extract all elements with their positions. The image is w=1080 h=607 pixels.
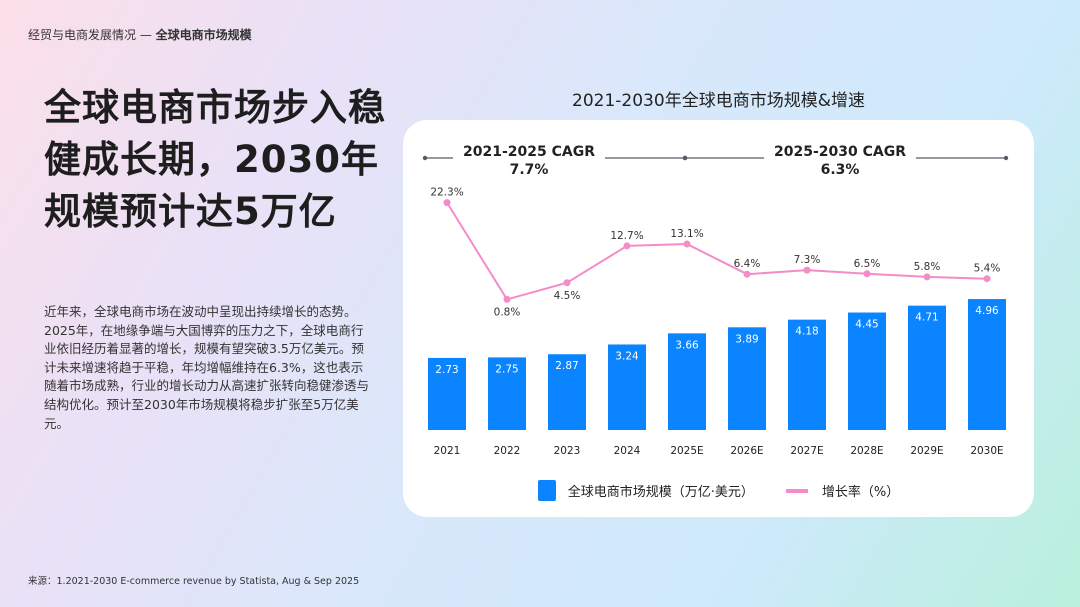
x-tick-label: 2024 bbox=[614, 445, 641, 457]
growth-label: 6.5% bbox=[854, 258, 881, 270]
growth-label: 5.8% bbox=[914, 261, 941, 273]
cagr-bracket-end bbox=[1003, 155, 1009, 161]
growth-label: 4.5% bbox=[554, 290, 581, 302]
cagr-bracket-end bbox=[422, 155, 428, 161]
growth-point bbox=[803, 266, 811, 274]
x-tick-label: 2023 bbox=[554, 445, 581, 457]
bar bbox=[908, 305, 946, 430]
growth-label: 5.4% bbox=[974, 263, 1001, 275]
bar-label: 3.66 bbox=[675, 339, 699, 351]
legend-bar-swatch bbox=[537, 480, 556, 501]
bar bbox=[848, 312, 886, 430]
growth-point bbox=[743, 270, 751, 278]
x-tick-label: 2027E bbox=[790, 445, 823, 457]
bar bbox=[488, 357, 526, 430]
growth-label: 6.4% bbox=[734, 258, 761, 270]
growth-label: 0.8% bbox=[494, 306, 521, 318]
bar-label: 3.89 bbox=[735, 333, 758, 345]
bar-label: 2.87 bbox=[555, 360, 578, 372]
bar-label: 4.71 bbox=[915, 312, 938, 324]
cagr-label: 2021-2025 CAGR bbox=[463, 144, 595, 160]
breadcrumb-section: 经贸与电商发展情况 — bbox=[28, 28, 156, 42]
growth-point bbox=[503, 295, 511, 303]
growth-point bbox=[863, 270, 871, 278]
legend: 全球电商市场规模（万亿·美元） 增长率（%） bbox=[403, 480, 1034, 501]
growth-line bbox=[446, 202, 988, 301]
x-tick-label: 2022 bbox=[494, 445, 521, 457]
chart-title: 2021-2030年全球电商市场规模&增速 bbox=[572, 91, 865, 111]
growth-label: 12.7% bbox=[610, 230, 643, 242]
growth-point bbox=[623, 242, 631, 250]
bar bbox=[788, 319, 826, 430]
bar bbox=[668, 333, 706, 430]
chart: 2021-2025 CAGR 7.7% 2025-2030 CAGR 6.3% 2.73… bbox=[422, 144, 1009, 457]
growth-label: 7.3% bbox=[794, 254, 821, 266]
growth-label: 13.1% bbox=[670, 228, 703, 240]
breadcrumb: 经贸与电商发展情况 — 全球电商市场规模 bbox=[28, 26, 252, 43]
x-tick-label: 2021 bbox=[434, 445, 461, 457]
page-title: 全球电商市场步入稳健成长期，2030年规模预计达5万亿 bbox=[44, 86, 386, 233]
bar-label: 2.75 bbox=[495, 363, 518, 375]
legend-line-label: 增长率（%） bbox=[821, 485, 900, 500]
bar bbox=[608, 344, 646, 430]
growth-point bbox=[683, 240, 691, 248]
cagr-label: 2025-2030 CAGR bbox=[774, 144, 906, 160]
bar-label: 4.96 bbox=[975, 305, 999, 317]
legend-bar-label: 全球电商市场规模（万亿·美元） bbox=[567, 485, 754, 500]
growth-point bbox=[923, 273, 931, 281]
x-tick-label: 2028E bbox=[850, 445, 883, 457]
bar-label: 4.18 bbox=[795, 326, 818, 338]
growth-label: 22.3% bbox=[430, 187, 463, 199]
source-note: 来源：1.2021-2030 E-commerce revenue by Sta… bbox=[28, 576, 360, 587]
chart-card: 2021-2025 CAGR 7.7% 2025-2030 CAGR 6.3% 2.73… bbox=[403, 120, 1034, 517]
cagr-value: 6.3% bbox=[821, 162, 860, 178]
bar-label: 2.73 bbox=[435, 364, 458, 376]
cagr-bracket-end bbox=[682, 155, 688, 161]
x-tick-label: 2025E bbox=[670, 445, 703, 457]
bar-label: 3.24 bbox=[615, 350, 639, 362]
growth-point bbox=[563, 279, 571, 287]
x-tick-label: 2026E bbox=[730, 445, 763, 457]
x-tick-label: 2029E bbox=[910, 445, 943, 457]
cagr-value: 7.7% bbox=[510, 162, 549, 178]
legend-line-swatch bbox=[785, 488, 808, 493]
growth-point bbox=[983, 275, 991, 283]
description: 近年来，全球电商市场在波动中呈现出持续增长的态势。2025年，在地缘争端与大国博… bbox=[44, 304, 370, 431]
bar bbox=[728, 327, 766, 430]
bar-label: 4.45 bbox=[855, 319, 878, 331]
breadcrumb-page: 全球电商市场规模 bbox=[155, 28, 252, 42]
x-tick-label: 2030E bbox=[970, 445, 1003, 457]
bar bbox=[428, 357, 466, 430]
growth-point bbox=[443, 199, 451, 207]
bar bbox=[968, 299, 1006, 430]
bar bbox=[548, 354, 586, 430]
